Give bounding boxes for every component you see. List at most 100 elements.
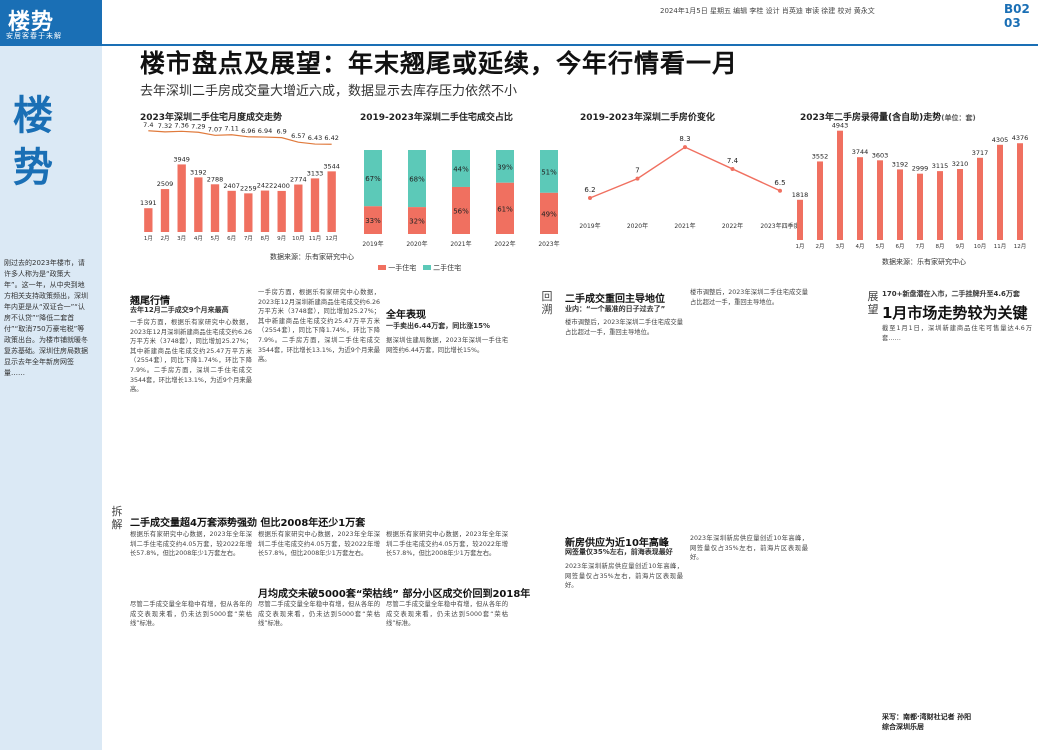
section1-body-cont: 一手房方面，根据乐有家研究中心数据，2023年12月深圳新建商品住宅成交约6.2… bbox=[258, 289, 380, 364]
chart4-title: 2023年二手房录得量(含自助)走势(单位：套) bbox=[800, 110, 976, 123]
chart2-bar-b-0 bbox=[364, 150, 382, 207]
sidebar-intro-text: 刚过去的2023年楼市，请许多人称为是“政策大年”。这一年，从中央到地方相关支持… bbox=[4, 259, 88, 377]
chart4-bar-6 bbox=[917, 173, 923, 240]
chart4-unit: (单位：套) bbox=[941, 114, 976, 122]
chart4-bar-label-4: 3603 bbox=[872, 151, 889, 159]
section4-body-cont: 尽管二手成交量全年稳中有增，但从各年的成交表现来看，仍未达到5000套“荣枯线”… bbox=[258, 601, 380, 628]
chart1-line-label-5: 7.11 bbox=[224, 125, 238, 133]
section5-body: 楼市调整后，2023年深圳二手住宅成交量占比超过一手，重回主导地位。 bbox=[565, 319, 683, 336]
chart2-xtick-4: 2023年 bbox=[538, 240, 559, 248]
chart4-bar-label-2: 4943 bbox=[832, 122, 849, 130]
chart1-bar-8 bbox=[277, 190, 286, 232]
page-subtitle: 去年深圳二手房成交量大增近六成，数据显示去库存压力依然不小 bbox=[140, 84, 518, 99]
chart4-bar-label-9: 3717 bbox=[972, 149, 989, 157]
section1-sub: 去年12月二手成交9个月来最高 bbox=[130, 306, 229, 314]
chart1-line-label-0: 7.4 bbox=[143, 121, 153, 129]
section2-head: 二手成交量超4万套添势强劲 但比2008年还少1万套 bbox=[130, 518, 366, 529]
chart1-bar-0 bbox=[144, 208, 153, 232]
chart2-bar-a-2 bbox=[452, 186, 470, 234]
chart1-bar-label-7: 2422 bbox=[257, 182, 274, 190]
chart3-xtick-0: 2019年 bbox=[579, 222, 600, 230]
chart4-xtick-5: 6月 bbox=[896, 243, 905, 250]
chart2-xtick-2: 2021年 bbox=[450, 240, 471, 248]
section-label-zhanwang: 展望 bbox=[867, 290, 879, 316]
chart2-xtick-1: 2020年 bbox=[406, 240, 427, 248]
chart2-label-b-0: 67% bbox=[365, 175, 381, 183]
chart3-title: 2019-2023年深圳二手房价变化 bbox=[580, 113, 715, 123]
chart1-line-label-7: 6.94 bbox=[258, 127, 272, 135]
chart1-bar-10 bbox=[310, 178, 320, 232]
chart1-bar-label-5: 2407 bbox=[223, 182, 240, 190]
chart4-xtick-9: 10月 bbox=[974, 243, 987, 250]
chart3-label-3: 7.4 bbox=[727, 157, 739, 165]
chart4-xtick-2: 3月 bbox=[836, 243, 845, 250]
chart2-label-b-4: 51% bbox=[541, 168, 557, 176]
chart1-line-label-3: 7.29 bbox=[191, 122, 205, 130]
chart3-xtick-1: 2020年 bbox=[627, 222, 648, 230]
chart4-bar-label-3: 3744 bbox=[852, 148, 869, 156]
issue-meta: 2024年1月5日 星期五 编辑 李桂 设计 肖英迪 审读 徐建 校对 黄永文 bbox=[660, 7, 875, 15]
chart1-bar-label-9: 2774 bbox=[290, 176, 307, 184]
chart1-bar-label-2: 3949 bbox=[173, 155, 190, 163]
chart1-xtick-2: 3月 bbox=[177, 235, 186, 242]
chart2-bar-a-1 bbox=[408, 207, 426, 234]
section4-head: 月均成交未破5000套“荣枯线” 部分小区成交价回到2018年 bbox=[258, 589, 531, 600]
chart2-label-b-3: 39% bbox=[497, 163, 513, 171]
chart1-line-label-8: 6.9 bbox=[276, 128, 286, 136]
chart2-bar-a-4 bbox=[540, 192, 558, 234]
chart4-bar-7 bbox=[937, 171, 943, 240]
page-number: B02 03 bbox=[1004, 2, 1030, 30]
chart4-bar-0 bbox=[797, 199, 803, 240]
chart2-label-b-1: 68% bbox=[409, 176, 425, 184]
chart1-xtick-1: 2月 bbox=[161, 235, 170, 242]
page-title: 楼市盘点及展望：年末翘尾或延续，今年行情看一月 bbox=[140, 49, 739, 78]
left-sidebar bbox=[0, 46, 102, 750]
section3-body: 据深圳住建局数据，2023年深圳一手住宅网签约6.44万套，同比增长15%。 bbox=[386, 337, 508, 354]
chart2-bar-b-3 bbox=[496, 150, 514, 183]
chart4-xtick-4: 5月 bbox=[876, 243, 885, 250]
chart4-title-text: 2023年二手房录得量(含自助)走势 bbox=[800, 113, 942, 123]
section7-body: 截至1月1日，深圳新建商品住宅可售量达4.6万套…… bbox=[882, 325, 1032, 342]
chart4-bar-label-11: 4376 bbox=[1012, 134, 1029, 142]
chart4-bar-label-6: 2999 bbox=[912, 165, 929, 173]
chart1-title: 2023年深圳二手住宅月度成交走势 bbox=[140, 113, 283, 123]
section5-head: 二手成交重回主导地位 bbox=[565, 294, 665, 305]
chart1-bar-6 bbox=[244, 193, 253, 232]
section-label-jiexi: 拆解 bbox=[111, 505, 123, 531]
chart4-bar-10 bbox=[997, 144, 1003, 240]
section5-sub: 业内：“一个最准的日子过去了” bbox=[565, 305, 666, 313]
chart3-point-1 bbox=[635, 176, 640, 181]
chart1-bar-label-8: 2400 bbox=[273, 182, 290, 190]
chart1-bar-5 bbox=[227, 190, 236, 232]
chart1-line-label-6: 6.96 bbox=[241, 127, 255, 135]
chart4-xtick-7: 8月 bbox=[936, 243, 945, 250]
chart4-bar-8 bbox=[957, 169, 963, 240]
chart4-xtick-10: 11月 bbox=[994, 243, 1007, 250]
section1-head: 翘尾行情 bbox=[130, 296, 170, 307]
chart4-source: 数据来源：乐有家研究中心 bbox=[882, 258, 966, 266]
chart1-source: 数据来源：乐有家研究中心 bbox=[270, 253, 354, 261]
sidebar-char-2: 势 bbox=[13, 145, 53, 191]
chart4-xtick-1: 2月 bbox=[816, 243, 825, 250]
chart2-xtick-3: 2022年 bbox=[494, 240, 515, 248]
chart4-bar-label-1: 3552 bbox=[812, 152, 829, 160]
chart1-bar-1 bbox=[160, 189, 170, 232]
section6-body-cont: 2023年深圳新房供应量创近10年高峰，网签量仅占35%左右，前海片区表现最好。 bbox=[690, 535, 808, 562]
chart4-bar-label-7: 3115 bbox=[932, 162, 949, 170]
chart4-bar-2 bbox=[837, 130, 843, 240]
chart2-bar-a-3 bbox=[496, 182, 514, 234]
chart3-point-2 bbox=[683, 145, 687, 150]
chart1-xtick-11: 12月 bbox=[325, 235, 338, 242]
chart3-point-3 bbox=[730, 166, 735, 171]
chart2-bar-b-4 bbox=[540, 150, 558, 193]
chart4-bar-label-8: 3210 bbox=[952, 160, 969, 168]
chart3-xtick-3: 2022年 bbox=[722, 222, 743, 230]
chart1-bar-label-10: 3133 bbox=[307, 169, 324, 177]
chart2-label-a-0: 33% bbox=[365, 217, 381, 225]
legend-swatch-a bbox=[378, 265, 386, 270]
chart1-bar-11 bbox=[327, 171, 336, 232]
chart3-label-4: 6.5 bbox=[774, 179, 785, 187]
chart4-bar-11 bbox=[1017, 143, 1023, 240]
chart2-bar-b-2 bbox=[452, 150, 470, 187]
chart1-bar-label-4: 2788 bbox=[207, 175, 224, 183]
